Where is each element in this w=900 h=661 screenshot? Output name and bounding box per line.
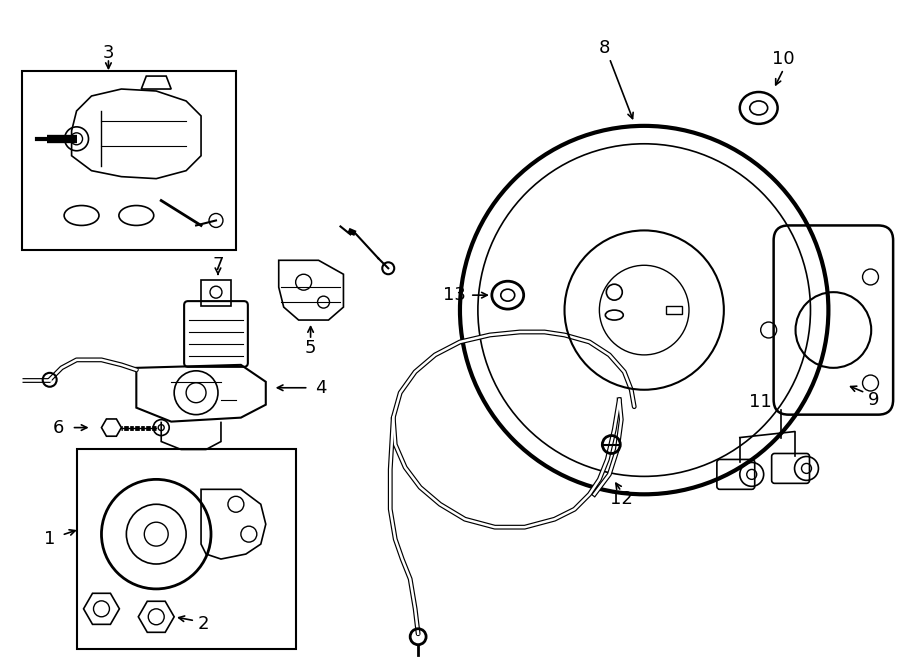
- Text: 9: 9: [868, 391, 879, 408]
- Text: 4: 4: [315, 379, 327, 397]
- Text: 1: 1: [44, 530, 56, 548]
- Text: 10: 10: [772, 50, 795, 68]
- Bar: [201, 280, 231, 306]
- Bar: [76, 449, 296, 648]
- Text: 3: 3: [103, 44, 114, 62]
- Bar: [22, 71, 236, 251]
- Bar: [666, 306, 682, 314]
- Text: 12: 12: [610, 490, 633, 508]
- Text: 11: 11: [750, 393, 772, 410]
- Text: 2: 2: [197, 615, 209, 633]
- Ellipse shape: [460, 126, 828, 494]
- Text: 13: 13: [443, 286, 465, 304]
- Text: 7: 7: [212, 256, 224, 274]
- Text: 8: 8: [598, 39, 610, 58]
- Text: 5: 5: [305, 339, 316, 357]
- Text: 6: 6: [53, 418, 64, 436]
